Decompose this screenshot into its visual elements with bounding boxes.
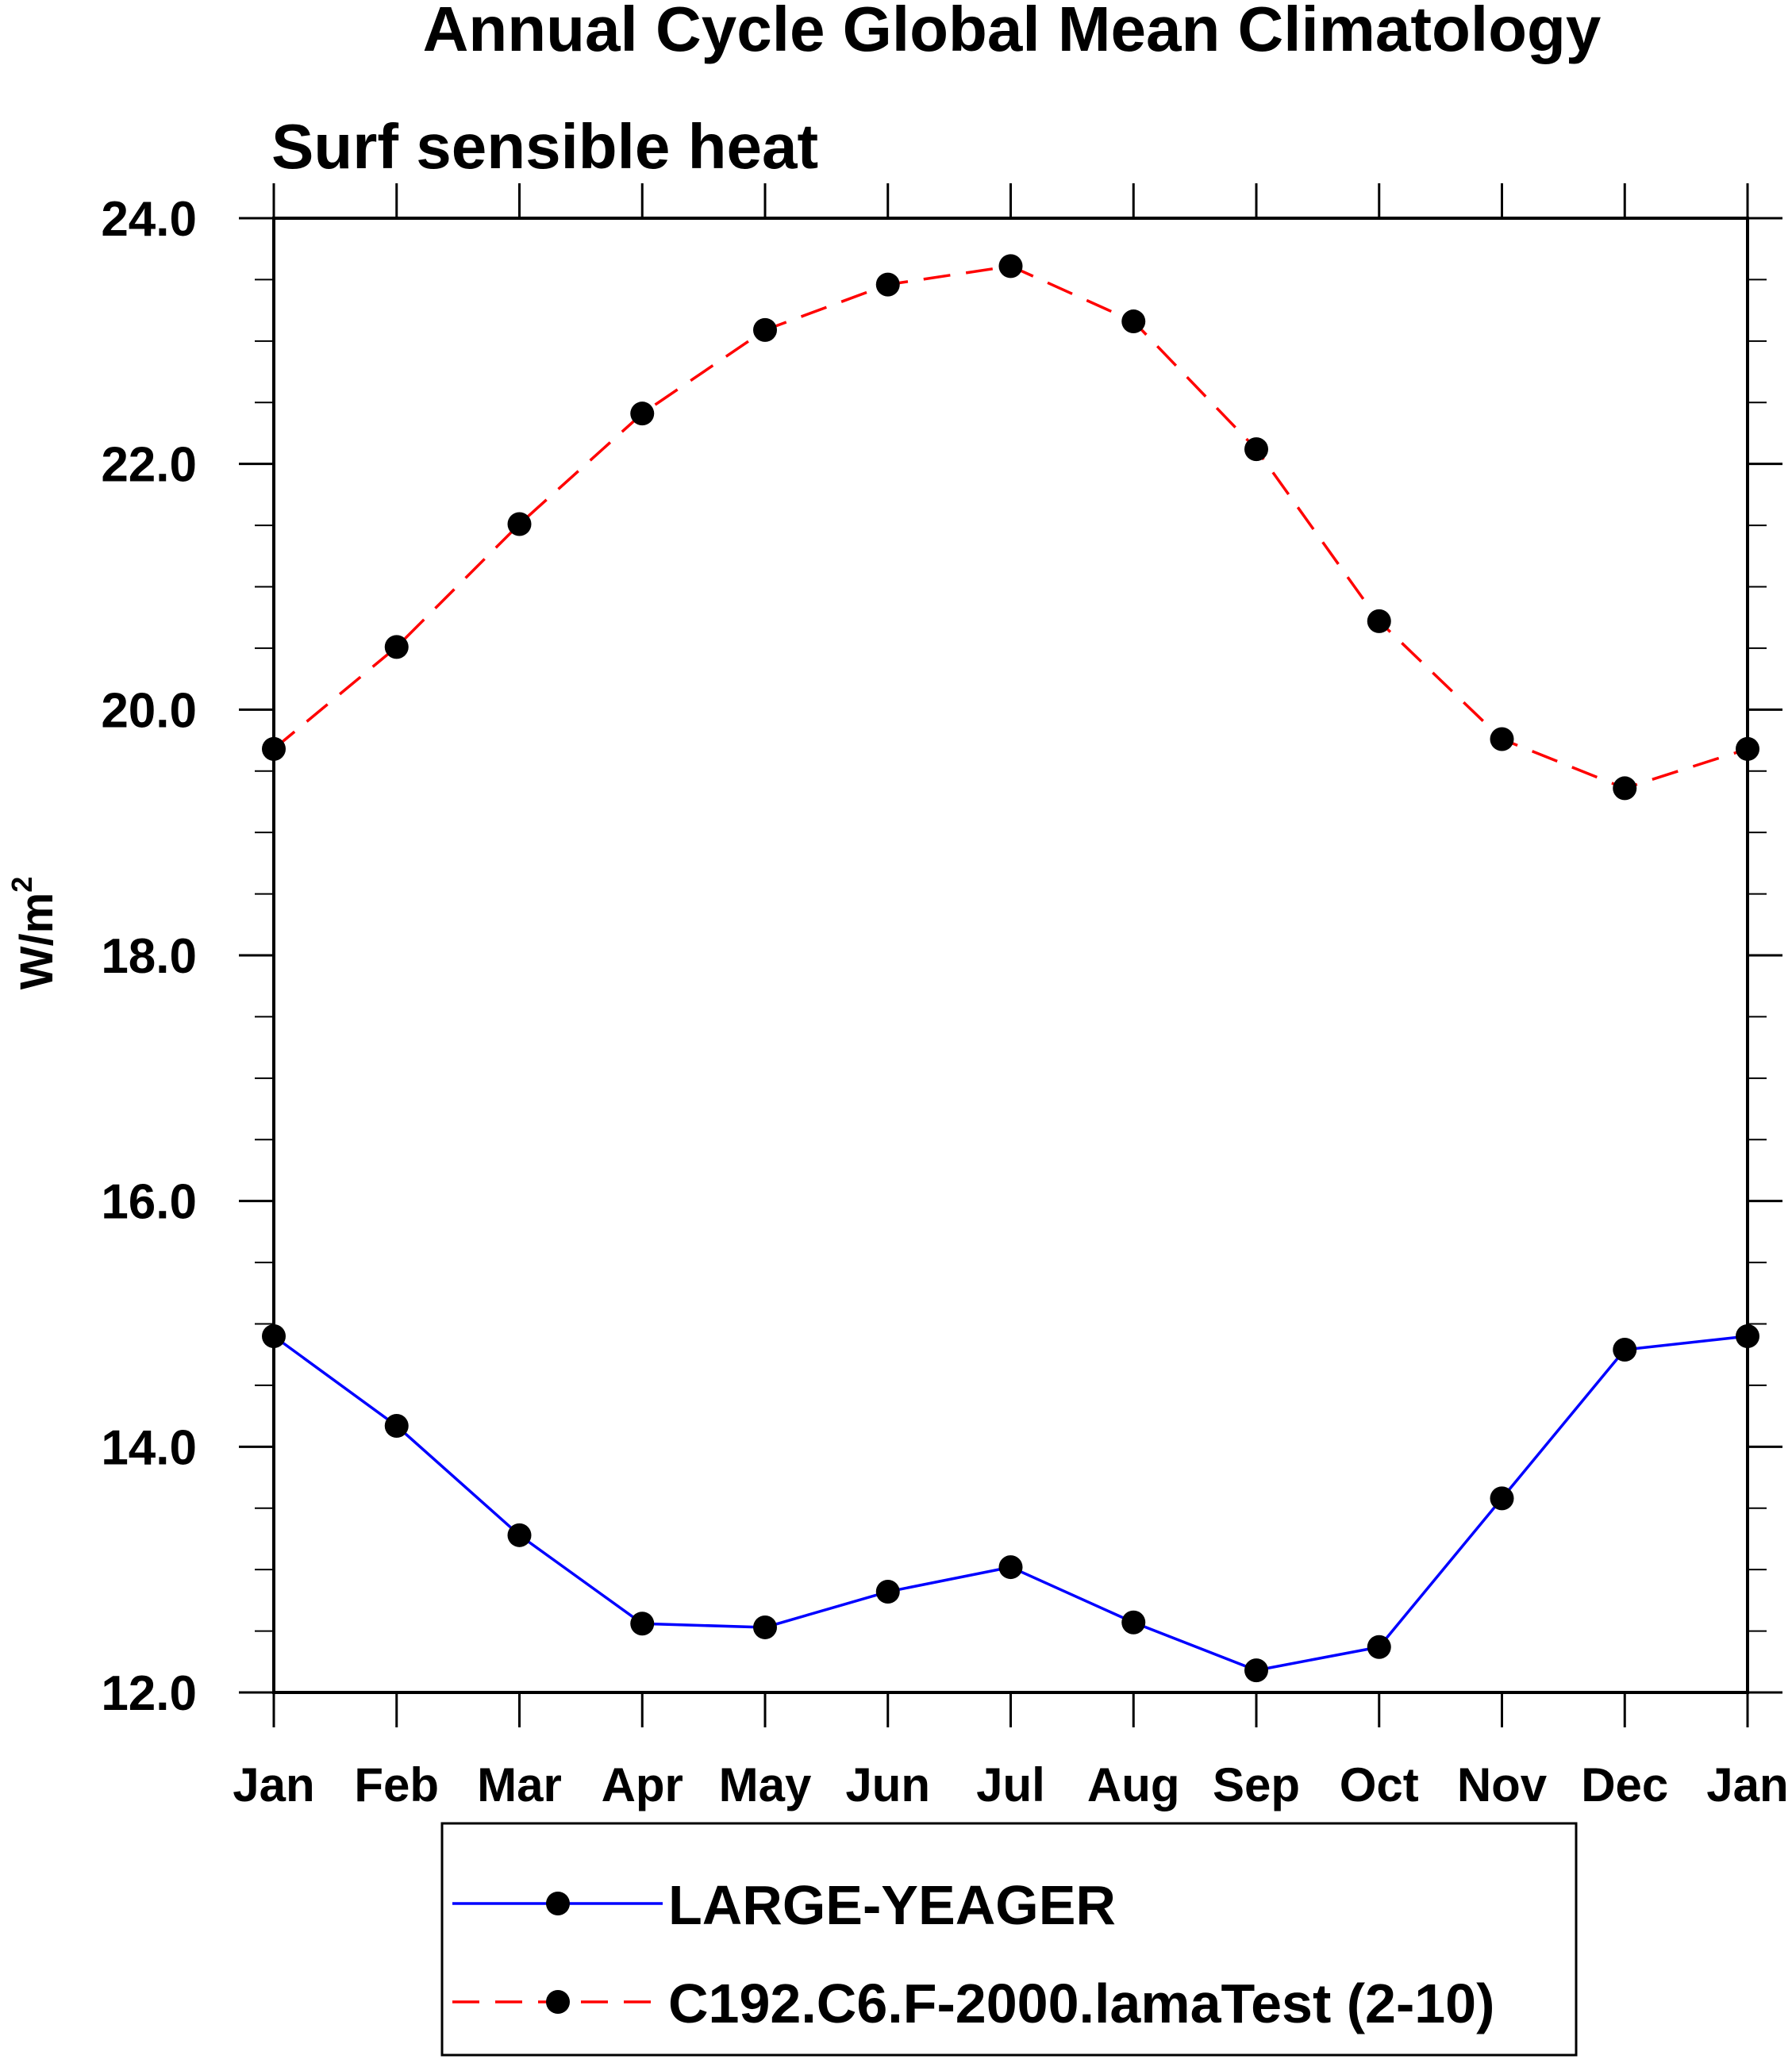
x-tick-label: Feb bbox=[354, 1758, 439, 1811]
x-ticks bbox=[272, 183, 1749, 1727]
y-axis-label-text: W/m bbox=[11, 893, 63, 989]
y-tick-label: 22.0 bbox=[101, 438, 197, 493]
y-ticks bbox=[239, 217, 1782, 1694]
y-tick-label: 16.0 bbox=[101, 1175, 197, 1230]
x-tick-label: Jul bbox=[976, 1758, 1045, 1811]
data-point bbox=[1244, 437, 1268, 462]
data-point bbox=[1736, 736, 1759, 761]
series-layer bbox=[262, 254, 1759, 1683]
data-point bbox=[384, 1414, 409, 1439]
data-point bbox=[1490, 1486, 1514, 1511]
data-point bbox=[1244, 1658, 1268, 1683]
data-point bbox=[630, 401, 655, 426]
x-tick-label: Jan bbox=[233, 1758, 314, 1811]
x-tick-label: Apr bbox=[602, 1758, 683, 1811]
data-point bbox=[998, 1555, 1023, 1580]
x-tick-label: Jan bbox=[1706, 1758, 1788, 1811]
y-axis-label-superscript: 2 bbox=[6, 877, 38, 893]
y-axis-label: W/m2 bbox=[6, 877, 63, 989]
x-tick-label: Dec bbox=[1581, 1758, 1668, 1811]
x-tick-labels: Jan Feb Mar Apr May Jun Jul Aug Sep Oct Nov Dec Jan bbox=[233, 1758, 1788, 1811]
svg-text:W/m2: W/m2 bbox=[6, 877, 63, 989]
data-point bbox=[875, 272, 900, 297]
x-tick-label: Jun bbox=[845, 1758, 930, 1811]
y-tick-label: 14.0 bbox=[101, 1420, 197, 1475]
data-point bbox=[1613, 776, 1637, 801]
legend-swatch-marker bbox=[546, 1990, 570, 2014]
data-point bbox=[1121, 309, 1146, 334]
x-tick-label: Sep bbox=[1213, 1758, 1300, 1811]
legend-box bbox=[440, 1822, 1578, 2057]
data-point bbox=[753, 1615, 777, 1639]
data-point bbox=[507, 512, 532, 536]
data-point bbox=[875, 1580, 900, 1604]
x-tick-label: Aug bbox=[1087, 1758, 1180, 1811]
data-point bbox=[998, 254, 1023, 279]
data-point bbox=[1490, 727, 1514, 751]
legend-swatch-marker bbox=[546, 1892, 570, 1915]
data-point bbox=[1367, 609, 1391, 633]
data-point bbox=[753, 317, 777, 342]
y-tick-label: 24.0 bbox=[101, 192, 197, 247]
y-tick-label: 12.0 bbox=[101, 1666, 197, 1721]
y-tick-labels: 12.0 14.0 16.0 18.0 20.0 22.0 24.0 bbox=[101, 192, 197, 1721]
legend-label: C192.C6.F-2000.lamaTest (2-10) bbox=[668, 1973, 1494, 2034]
x-tick-label: May bbox=[719, 1758, 812, 1811]
data-point bbox=[262, 736, 286, 761]
legend: LARGE-YEAGER C192.C6.F-2000.lamaTest (2-1… bbox=[440, 1822, 1578, 2057]
data-point bbox=[507, 1523, 532, 1547]
legend-items: LARGE-YEAGER C192.C6.F-2000.lamaTest (2-1… bbox=[452, 1874, 1494, 2034]
x-tick-label: Nov bbox=[1457, 1758, 1548, 1811]
data-point bbox=[1736, 1323, 1759, 1348]
data-point bbox=[262, 1323, 286, 1348]
chart-subtitle: Surf sensible heat bbox=[271, 111, 818, 182]
y-tick-label: 18.0 bbox=[101, 929, 197, 984]
chart-title: Annual Cycle Global Mean Climatology bbox=[423, 0, 1602, 64]
y-tick-label: 20.0 bbox=[101, 683, 197, 738]
x-tick-label: Mar bbox=[477, 1758, 562, 1811]
data-point bbox=[1121, 1610, 1146, 1635]
data-point bbox=[630, 1612, 655, 1636]
data-point bbox=[1367, 1635, 1391, 1659]
data-point bbox=[1613, 1338, 1637, 1362]
legend-label: LARGE-YEAGER bbox=[668, 1874, 1116, 1936]
data-point bbox=[384, 635, 409, 659]
x-tick-label: Oct bbox=[1340, 1758, 1419, 1811]
